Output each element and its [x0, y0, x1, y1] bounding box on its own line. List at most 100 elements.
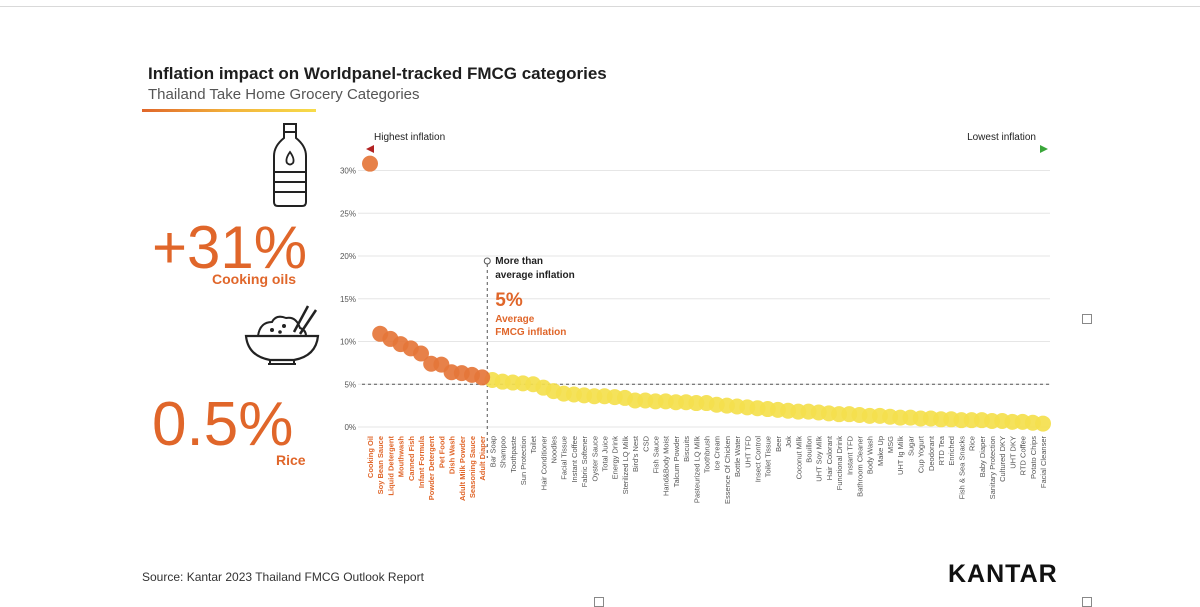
x-category-label: Toothpaste [509, 436, 518, 473]
x-category-label: Energy Drink [611, 436, 620, 480]
x-category-label: UHT DKY [1008, 436, 1017, 469]
x-category-label: UHT Ig Milk [896, 436, 905, 475]
x-category-label: Body Wash [866, 436, 875, 474]
x-category-label: Seasoning Sauce [468, 436, 477, 498]
highlight-bottom-value: 0.5% [152, 390, 294, 459]
x-category-label: Talcum Powder [672, 436, 681, 488]
x-category-label: UHT Soy Milk [815, 436, 824, 482]
x-category-label: Cup Yogurt [917, 435, 926, 473]
arrow-head-right [1040, 145, 1048, 153]
x-category-label: Baby Diaper [978, 436, 987, 478]
x-category-label: Jok [784, 436, 793, 448]
x-category-label: Adult Milk Powder [458, 436, 467, 501]
rice-bowl-icon [244, 305, 320, 365]
x-category-label: Functional Drink [835, 436, 844, 490]
data-point [372, 325, 389, 342]
highlight-top-label: Cooking oils [212, 271, 296, 287]
highlight-bottom-label: Rice [276, 452, 306, 468]
highlight-top-value: +31% [152, 214, 308, 281]
x-category-label: Deodorant [927, 435, 936, 471]
x-category-label: CSD [641, 435, 650, 451]
x-category-label: Coconut Milk [794, 436, 803, 480]
title-underline [142, 109, 316, 112]
divider-marker [483, 257, 491, 265]
x-category-label: Enriched [947, 436, 956, 466]
x-category-label: Noodles [550, 436, 559, 464]
x-category-label: Hand&Body Moist [662, 435, 671, 496]
x-category-label: Fish & Sea Snacks [957, 436, 966, 500]
y-tick-label: 20% [340, 252, 356, 261]
x-category-label: Bar Soap [488, 436, 497, 467]
x-category-label: MSG [886, 436, 895, 453]
average-value-label: 5% [495, 290, 523, 311]
x-category-label: Cooking Oil [366, 436, 375, 478]
x-category-label: Toilet Tissue [764, 436, 773, 477]
lowest-inflation-label: Lowest inflation [967, 132, 1036, 143]
highest-inflation-label: Highest inflation [374, 132, 445, 143]
x-category-label: Instant TFD [845, 435, 854, 475]
average-label-line1: Average [495, 314, 535, 325]
kantar-logo: KANTAR [948, 560, 1058, 588]
arrow-head-left [366, 145, 374, 153]
x-category-label: Fish Sauce [652, 436, 661, 474]
x-category-label: Cultured DKY [998, 436, 1007, 482]
x-category-label: RTD Coffee [1019, 436, 1028, 475]
x-category-label: Sugar [906, 435, 915, 456]
x-category-label: Toilet [529, 435, 538, 453]
x-category-label: Ice Cream [713, 436, 722, 471]
x-category-label: Hair Conditioner [539, 436, 548, 491]
x-category-label: Essence Of Chicken [723, 436, 732, 504]
window-control-square[interactable] [1082, 597, 1092, 607]
x-category-label: Adult Diaper [478, 436, 487, 481]
x-category-label: Powder Detergent [427, 436, 436, 501]
y-tick-label: 0% [344, 423, 356, 432]
y-tick-label: 15% [340, 295, 356, 304]
x-category-label: Infant Formula [417, 435, 426, 488]
x-category-label: Make Up [876, 436, 885, 466]
x-category-label: Bottle Water [733, 436, 742, 477]
top-border [0, 6, 1200, 7]
x-category-label: Beer [774, 435, 783, 451]
x-category-label: Canned Fish [407, 436, 416, 481]
x-category-label: Pasteurized LQ Milk [692, 436, 701, 503]
x-category-label: Sterilized LQ Milk [621, 436, 630, 495]
x-category-label: Facial Cleanser [1039, 436, 1048, 489]
x-category-label: Soy Bean Sauce [376, 436, 385, 494]
window-control-square[interactable] [1082, 314, 1092, 324]
x-category-label: Total Juice [601, 436, 610, 471]
x-category-label: Biscuits [682, 436, 691, 462]
x-category-label: Mouthwash [397, 436, 406, 478]
x-category-label: Toothbrush [703, 436, 712, 473]
x-category-label: Facial Tissue [560, 436, 569, 480]
y-tick-label: 30% [340, 167, 356, 176]
x-category-label: Bouillon [804, 436, 813, 463]
x-category-label: Dish Wash [448, 436, 457, 474]
x-category-label: Sun Protection [519, 436, 528, 485]
divider-label-line2: average inflation [495, 270, 574, 281]
x-category-label: Potato Chips [1029, 436, 1038, 479]
window-control-square[interactable] [594, 597, 604, 607]
y-tick-label: 25% [340, 209, 356, 218]
x-category-label: Shampoo [499, 436, 508, 468]
x-category-label: Oyster Sauce [590, 436, 599, 481]
x-category-label: RTD Tea [937, 435, 946, 465]
x-category-label: Sanitary Protection [988, 436, 997, 499]
x-category-label: Hair Colorant [825, 435, 834, 480]
x-category-label: Bathroom Cleaner [855, 436, 864, 497]
x-category-label: Bird's Nest [631, 435, 640, 472]
x-category-label: Fabric Softener [580, 436, 589, 488]
source-note: Source: Kantar 2023 Thailand FMCG Outloo… [142, 570, 424, 584]
average-label-line2: FMCG inflation [495, 327, 566, 338]
data-point [423, 355, 440, 372]
chart-title: Inflation impact on Worldpanel-tracked F… [148, 64, 607, 83]
x-category-label: Liquid Detergent [386, 436, 395, 496]
chart-subtitle: Thailand Take Home Grocery Categories [148, 86, 420, 103]
x-category-label: Pet Food [437, 436, 446, 468]
x-category-label: Rice [968, 436, 977, 451]
x-category-label: Instant Coffee [570, 436, 579, 483]
data-point [362, 155, 378, 172]
y-tick-label: 10% [340, 338, 356, 347]
divider-label-line1: More than [495, 256, 543, 267]
x-category-label: Insect Control [753, 436, 762, 483]
